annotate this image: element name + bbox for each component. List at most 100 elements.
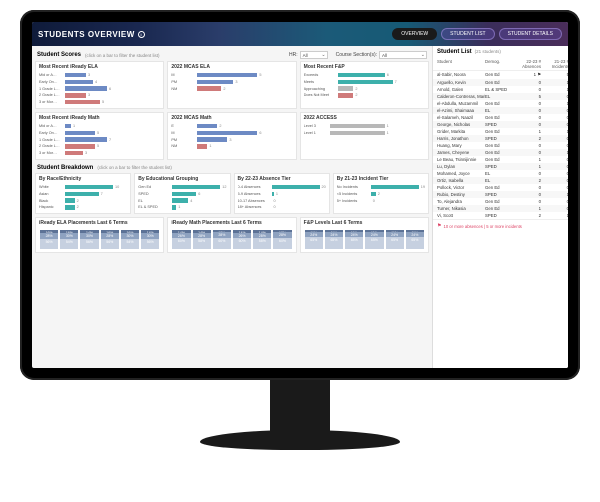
student-row[interactable]: George, Nicholas SPED 0 0 [433,121,568,128]
stack-segment[interactable]: 56% [40,239,58,250]
student-row[interactable]: Calderon-Contreras, Maria Jose EL 5 0 [433,93,568,100]
bar-row[interactable]: 2 Grade L… 3 [39,92,160,98]
bar-row[interactable]: NM 2 [171,86,292,92]
bar [197,124,217,129]
student-row[interactable]: al-Sabir, Noora Gen Ed 1 ⚑ 5 [433,71,568,79]
bar [197,131,257,136]
stack-segment[interactable]: 60% [213,238,231,249]
student-row[interactable]: Harris, Jonathon SPED 2 0 [433,135,568,142]
student-row[interactable]: Grider, Markita Gen Ed 1 1 [433,128,568,135]
bar-label: NM [171,87,197,91]
student-name: Turner, Nikasia [437,206,485,211]
bar-row[interactable]: White 10 [39,184,127,190]
bar-row[interactable]: <5 Incidents 2 [337,191,425,197]
bar-row[interactable]: 1 Grade L… 6 [39,86,160,92]
bar-row[interactable]: 5+ Incidents 0 [337,198,425,204]
stack-segment[interactable]: 60% [273,238,291,249]
student-name: To, Alejandra [437,199,485,204]
stack-segment[interactable]: 65% [365,237,383,249]
student-row[interactable]: Huang, Mary Gen Ed 0 0 [433,142,568,149]
bar-row[interactable]: Hispanic 2 [39,204,127,210]
bar-label: Gen Ed [138,185,172,189]
student-row[interactable]: Arguello, Kevin Gen Ed 0 1 [433,79,568,86]
bar-row[interactable]: Does Not Meet 2 [304,92,425,98]
stack-segment[interactable]: 65% [406,237,424,249]
student-row[interactable]: Pollock, Victor Gen Ed 0 0 [433,184,568,191]
hr-select[interactable]: All [300,51,328,59]
bar-row[interactable]: E 2 [171,123,292,129]
bar-row[interactable]: Early On… 4 [39,79,160,85]
bar-row[interactable]: Black 2 [39,198,127,204]
tab-student-details[interactable]: STUDENT DETAILS [499,28,562,40]
bar-row[interactable]: PM 3 [171,137,292,143]
bar-row[interactable]: 2 Grade L… 5 [39,143,160,149]
bar-value: 1 [73,124,75,128]
stack-segment[interactable]: 60% [172,238,190,249]
student-row[interactable]: Arnold, Galen EL & SPED 0 1 [433,86,568,93]
student-row[interactable]: Lu, Dylan SPED 1 0 [433,163,568,170]
bar-row[interactable]: Exceeds 6 [304,72,425,78]
chart-title: Most Recent iReady Math [39,115,160,121]
bar-row[interactable]: 1 Grade L… 7 [39,137,160,143]
stack-segment[interactable]: 65% [305,237,323,249]
bar-row[interactable]: 5-9 Absences 1 [238,191,326,197]
bar-value: 1 [209,144,211,148]
chart-title: Most Recent iReady ELA [39,64,160,70]
stack-segment[interactable]: 65% [345,237,363,249]
student-row[interactable]: Mohamed, Joyce EL 0 0 [433,170,568,177]
stack-segment[interactable]: 65% [325,237,343,249]
bar-row[interactable]: 3 or Mor… 3 [39,150,160,156]
student-row[interactable]: el-Azimi, Shaimaaa EL 0 0 [433,107,568,114]
student-incidents: 5 [541,72,568,78]
student-row[interactable]: Ortiz, Isabella EL 2 0 [433,177,568,184]
stack-segment[interactable]: 65% [386,237,404,249]
stack-segment[interactable]: 58% [253,238,271,249]
student-row[interactable]: Rubio, Destiny SPED 0 1 [433,191,568,198]
stack-segment[interactable]: 56% [141,239,159,250]
bar-row[interactable]: M 6 [171,130,292,136]
bar-row[interactable]: Asian 7 [39,191,127,197]
student-row[interactable]: el-Abdulla, Muzammil Gen Ed 0 1 [433,100,568,107]
student-row[interactable]: Vi, Scott SPED 2 1 [433,212,568,219]
stack-segment[interactable]: 54% [121,239,139,249]
bar-row[interactable]: EL 4 [138,198,226,204]
bar-row[interactable]: Mid or A… 1 [39,123,160,129]
stack-segment[interactable]: 54% [60,239,78,249]
bar-row[interactable]: Level 3 1 [304,123,425,129]
stack-segment[interactable]: 56% [101,239,119,250]
bar-row[interactable]: Gen Ed 12 [138,184,226,190]
student-row[interactable]: Le Beau, Tsinnijinnie Gen Ed 1 0 [433,156,568,163]
bar-row[interactable]: NM 1 [171,143,292,149]
bar-row[interactable]: SPED 6 [138,191,226,197]
bar-row[interactable]: Meets 7 [304,79,425,85]
bar-row[interactable]: Approaching 2 [304,86,425,92]
student-absences: 0 [513,87,541,92]
bar-value: 2 [355,87,357,91]
student-absences: 2 [513,213,541,218]
student-row[interactable]: To, Alejandra Gen Ed 0 0 [433,198,568,205]
stack-segment[interactable]: 60% [233,238,251,249]
bar-row[interactable]: PM 3 [171,79,292,85]
bar-row[interactable]: 18+ Absences 0 [238,204,326,210]
student-demog: Gen Ed [485,199,513,204]
student-row[interactable]: Turner, Nikasia Gen Ed 1 0 [433,205,568,212]
stack-segment[interactable]: 56% [80,239,98,250]
tab-student-list[interactable]: STUDENT LIST [441,28,494,40]
bar-row[interactable]: No Incidents 19 [337,184,425,190]
bar-row[interactable]: Early On… 5 [39,130,160,136]
bar-row[interactable]: 3 or Mor… 5 [39,99,160,105]
stack-segment[interactable]: 58% [193,238,211,249]
bar-row[interactable]: EL & SPED 1 [138,204,226,210]
student-incidents: 0 [541,171,568,176]
bar-row[interactable]: Level 1 1 [304,130,425,136]
bar-row[interactable]: M 5 [171,72,292,78]
course-section-select[interactable]: All [379,51,427,59]
student-row[interactable]: James, Cheyene Gen Ed 0 1 [433,149,568,156]
student-row[interactable]: el-Salameh, Naazil Gen Ed 0 0 [433,114,568,121]
bar-row[interactable]: 0-4 Absences 20 [238,184,326,190]
info-icon[interactable]: i [138,31,145,38]
bar-row[interactable]: Mid or A… 3 [39,72,160,78]
bar-row[interactable]: 10-17 Absences 0 [238,198,326,204]
tab-overview[interactable]: OVERVIEW [392,28,437,40]
bar [371,185,419,190]
